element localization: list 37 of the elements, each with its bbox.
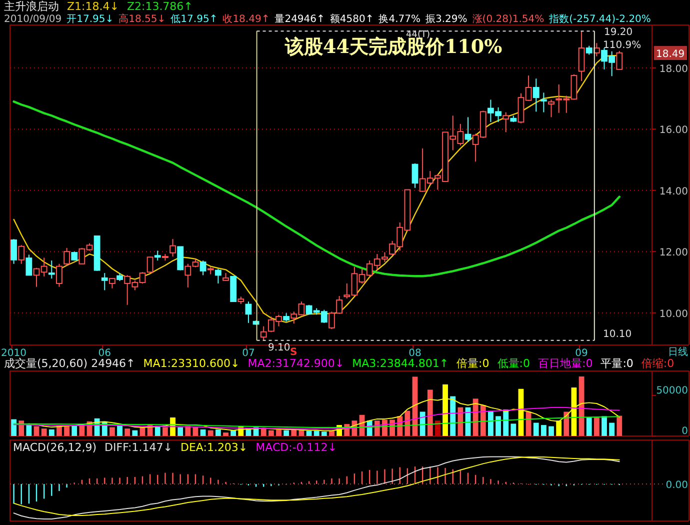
ref-line-label: 0.00: [666, 480, 688, 491]
text: 百日地量:0: [538, 357, 593, 370]
text: MA1:23310.600↓: [143, 357, 240, 370]
annotation: 10.10: [603, 329, 632, 340]
text: 2010/09/09 开17.95↓ 高18.55↓ 低17.95↑ 收18.49↑ 量24946↑ 额4580↑ 换4.77% 振3.29% 涨(0.28)1.54% 指数(-257.44)-2.20%: [4, 14, 651, 25]
ref-line-label: 19.20: [604, 27, 633, 38]
ref-line-label: 9.10: [268, 342, 290, 354]
x-tick-label: 06: [98, 348, 111, 359]
x-tick-label: 09: [575, 348, 588, 359]
text: MA3:23844.801↑: [352, 357, 449, 370]
text: 低量:0: [497, 357, 530, 370]
text: 平量:0: [600, 357, 634, 370]
text: MACD:-0.112↓: [256, 441, 338, 454]
x-tick-label: 08: [408, 348, 422, 359]
y-tick-label: 10.00: [659, 308, 688, 320]
text: 倍量:0: [456, 357, 490, 370]
y-tick-label: 14.00: [659, 186, 688, 198]
chart-title: 成交量(5,20,60) 24946↑: [4, 357, 136, 370]
text: DEA:1.203↓: [180, 441, 248, 454]
chart-title: MACD(26,12,9): [13, 441, 97, 454]
text: MA2:31742.900↓: [248, 357, 344, 370]
x-tick-label: 2010: [1, 348, 27, 359]
x-tick-label: 07: [242, 348, 255, 359]
text: Z2:13.786↑: [126, 0, 193, 13]
text: S: [290, 347, 298, 358]
y-tick-label: 18.00: [659, 64, 688, 75]
chart-title: 主升浪启动: [4, 0, 59, 13]
text: 倍缩:0: [641, 357, 674, 370]
y-tick-label: 16.00: [659, 125, 688, 136]
text: 日线: [668, 346, 688, 358]
text: DIFF:1.147↓: [104, 441, 172, 454]
text: Z1:18.4↓: [67, 0, 119, 13]
y-tick-label: 50000: [656, 385, 688, 396]
y-tick-label: 0: [682, 426, 688, 437]
annotation: 110.9%: [603, 40, 642, 51]
y-tick-label: 12.00: [659, 248, 688, 259]
text: 18.49: [656, 49, 685, 60]
